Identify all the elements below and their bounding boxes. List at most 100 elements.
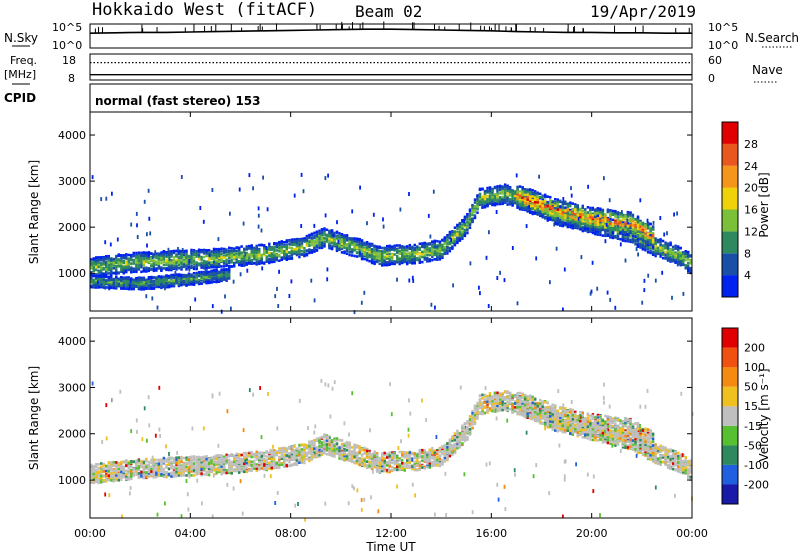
heatmap-cell — [223, 272, 225, 275]
heatmap-cell — [185, 274, 187, 277]
heatmap-cell — [241, 264, 243, 267]
heatmap-cell — [439, 245, 441, 248]
heatmap-cell — [228, 253, 230, 256]
heatmap-cell — [133, 279, 135, 282]
heatmap-cell — [115, 261, 117, 264]
heatmap-cell — [346, 239, 348, 242]
heatmap-cell — [113, 285, 115, 288]
heatmap-cell — [491, 204, 493, 207]
heatmap-cell — [168, 281, 170, 284]
heatmap-cell — [306, 249, 308, 252]
heatmap-cell — [321, 238, 323, 241]
heatmap-cell — [203, 278, 205, 281]
heatmap-cell — [93, 280, 95, 283]
heatmap-cell — [195, 265, 197, 268]
heatmap-cell — [647, 251, 649, 254]
heatmap-cell — [371, 244, 373, 247]
heatmap-cell — [444, 246, 446, 249]
heatmap-cell — [644, 249, 646, 252]
heatmap-cell — [248, 247, 250, 250]
heatmap-cell — [125, 282, 127, 285]
heatmap-cell — [133, 271, 135, 274]
heatmap-cell — [313, 241, 315, 244]
heatmap-cell — [178, 260, 180, 263]
heatmap-cell — [449, 231, 451, 234]
heatmap-cell — [439, 255, 441, 258]
heatmap-cell — [125, 266, 127, 269]
heatmap-cell — [439, 258, 441, 261]
heatmap-cell — [225, 254, 227, 257]
heatmap-cell — [667, 254, 669, 257]
heatmap-cell — [113, 279, 115, 282]
heatmap-cell — [165, 262, 167, 265]
heatmap-cell — [165, 251, 167, 254]
heatmap-cell — [680, 252, 682, 255]
heatmap-cell — [115, 272, 117, 275]
heatmap-cell — [193, 268, 195, 271]
heatmap-cell — [424, 254, 426, 257]
heatmap-cell — [662, 253, 664, 256]
heatmap-cell — [183, 260, 185, 263]
heatmap-cell — [188, 277, 190, 280]
heatmap-cell — [261, 262, 263, 265]
heatmap-cell — [404, 249, 406, 252]
heatmap-cell — [163, 282, 165, 285]
heatmap-cell — [321, 245, 323, 248]
heatmap-cell — [659, 241, 661, 244]
heatmap-cell — [123, 272, 125, 275]
heatmap-cell — [165, 278, 167, 281]
heatmap-cell — [311, 250, 313, 253]
heatmap-cell — [451, 242, 453, 245]
heatmap-cell — [123, 287, 125, 290]
heatmap-cell — [120, 254, 122, 257]
heatmap-cell — [273, 252, 275, 255]
heatmap-cell — [93, 258, 95, 261]
heatmap-cell — [348, 251, 350, 254]
heatmap-cell — [288, 243, 290, 246]
heatmap-cell — [384, 260, 386, 263]
heatmap-cell — [323, 233, 325, 236]
heatmap-cell — [381, 264, 383, 267]
heatmap-cell — [629, 226, 631, 229]
heatmap-cell — [401, 262, 403, 265]
heatmap-cell — [311, 237, 313, 240]
heatmap-cell — [336, 236, 338, 239]
heatmap-cell — [268, 254, 270, 257]
heatmap-cell — [163, 253, 165, 256]
heatmap-cell — [153, 268, 155, 271]
heatmap-cell — [200, 276, 202, 279]
heatmap-cell — [333, 239, 335, 242]
heatmap-cell — [110, 259, 112, 262]
heatmap-cell — [356, 243, 358, 246]
heatmap-cell — [215, 266, 217, 269]
heatmap-cell — [464, 229, 466, 232]
heatmap-cell — [170, 267, 172, 270]
heatmap-cell — [687, 254, 689, 257]
heatmap-cell — [213, 261, 215, 264]
heatmap-cell — [258, 244, 260, 247]
heatmap-cell — [506, 190, 508, 193]
heatmap-cell — [361, 258, 363, 261]
heatmap-cell — [236, 250, 238, 253]
heatmap-cell — [308, 244, 310, 247]
heatmap-cell — [163, 264, 165, 267]
heatmap-cell — [168, 262, 170, 265]
heatmap-cell — [128, 254, 130, 257]
heatmap-cell — [163, 267, 165, 270]
heatmap-cell — [504, 195, 506, 198]
heatmap-cell — [215, 260, 217, 263]
heatmap-cell — [499, 188, 501, 191]
heatmap-cell — [404, 252, 406, 255]
heatmap-cell — [205, 264, 207, 267]
heatmap-cell — [193, 256, 195, 259]
heatmap-cell — [604, 232, 606, 235]
heatmap-cell — [261, 244, 263, 247]
heatmap-cell — [461, 234, 463, 237]
heatmap-cell — [469, 226, 471, 229]
heatmap-cell — [414, 251, 416, 254]
heatmap-cell — [416, 248, 418, 251]
heatmap-cell — [411, 250, 413, 253]
heatmap-cell — [456, 227, 458, 230]
heatmap-cell — [103, 262, 105, 265]
heatmap-cell — [281, 246, 283, 249]
